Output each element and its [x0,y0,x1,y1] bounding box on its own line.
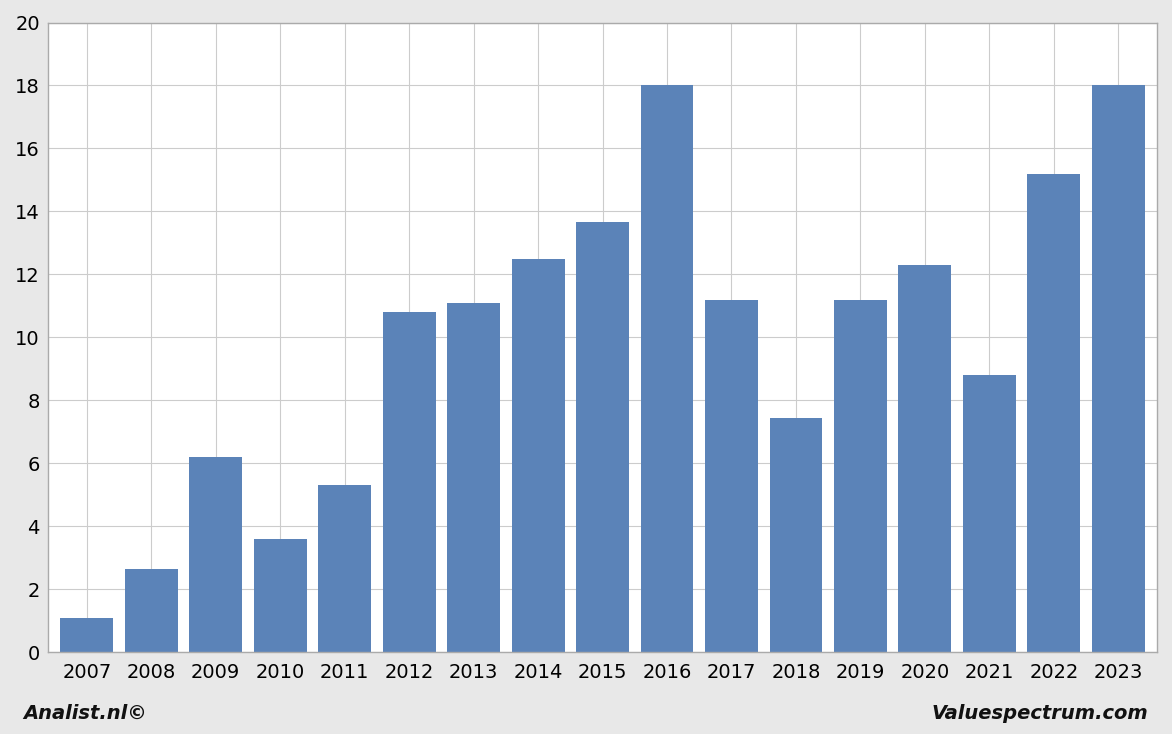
Bar [512,258,565,653]
Bar [1028,174,1081,653]
Bar [448,302,500,653]
Bar [706,299,758,653]
Bar [383,312,436,653]
Bar [834,299,887,653]
Text: Valuespectrum.com: Valuespectrum.com [932,704,1149,723]
Text: Analist.nl©: Analist.nl© [23,704,148,723]
Bar [641,85,694,653]
Bar [189,457,243,653]
Bar [319,485,372,653]
Bar [899,265,952,653]
Bar [254,539,307,653]
Bar [770,418,823,653]
Bar [124,569,178,653]
Bar [963,375,1016,653]
Bar [577,222,629,653]
Bar [60,617,114,653]
Bar [1092,85,1145,653]
